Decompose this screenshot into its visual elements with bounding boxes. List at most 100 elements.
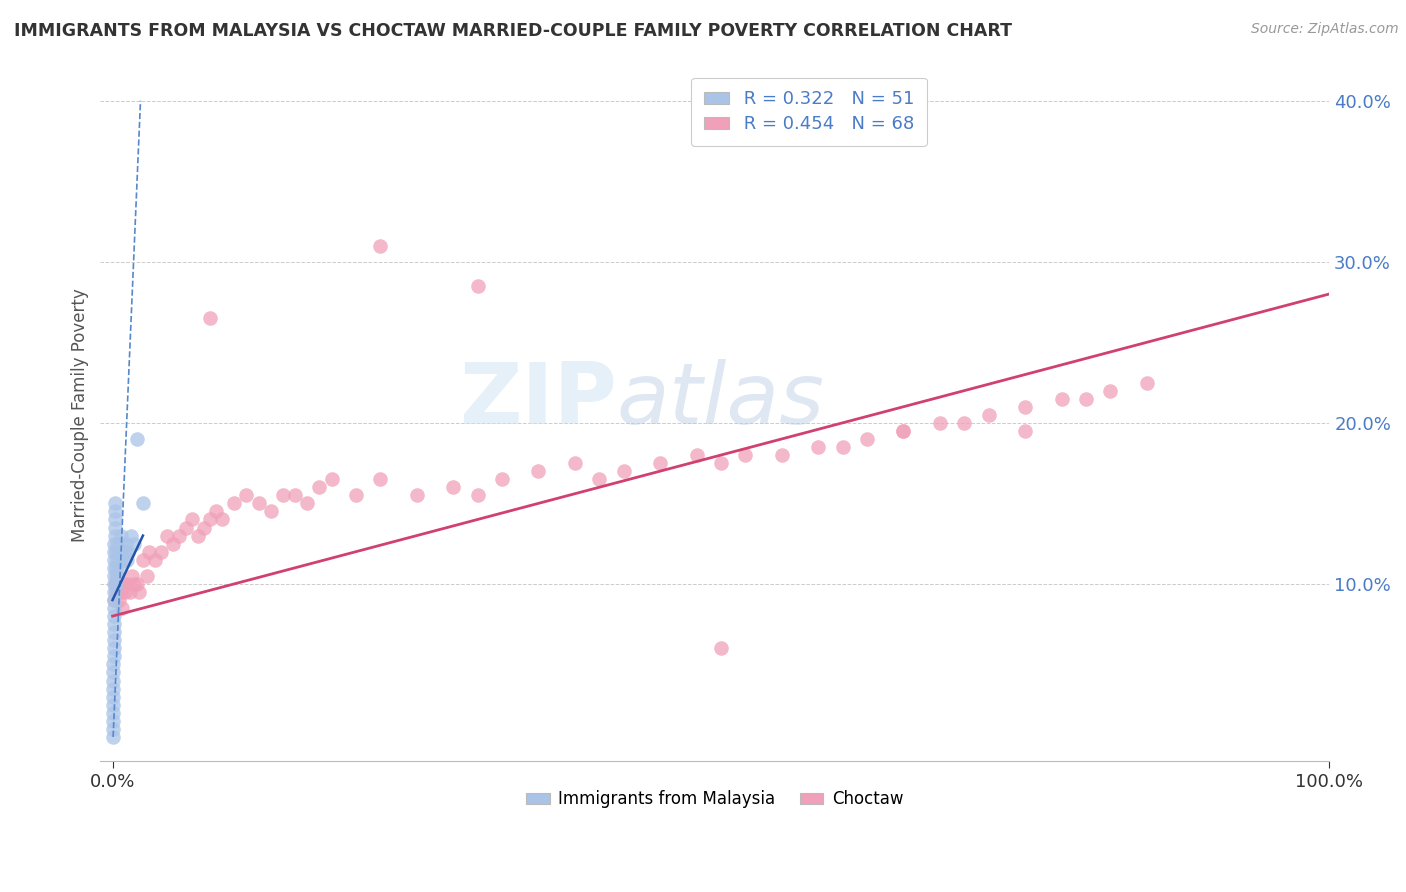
Point [162,536,184,550]
Point [114,544,136,558]
Point [132,553,155,567]
Point [115,536,138,550]
Point [101,690,124,704]
Point [260,504,283,518]
Point [977,408,1000,422]
Point [103,561,125,575]
Point [107,544,129,558]
Point [103,577,125,591]
Point [103,593,125,607]
Point [467,488,489,502]
Text: Source: ZipAtlas.com: Source: ZipAtlas.com [1251,22,1399,37]
Point [103,569,125,583]
Point [368,472,391,486]
Point [124,536,146,550]
Point [103,633,125,648]
Point [103,553,125,567]
Point [108,553,131,567]
Point [101,673,124,688]
Point [125,432,148,446]
Point [441,480,464,494]
Legend: Immigrants from Malaysia, Choctaw: Immigrants from Malaysia, Choctaw [520,784,910,815]
Point [105,569,128,583]
Point [770,448,793,462]
Point [124,577,146,591]
Point [807,440,830,454]
Point [101,706,124,720]
Point [1136,376,1159,390]
Text: IMMIGRANTS FROM MALAYSIA VS CHOCTAW MARRIED-COUPLE FAMILY POVERTY CORRELATION CH: IMMIGRANTS FROM MALAYSIA VS CHOCTAW MARR… [14,22,1012,40]
Point [101,665,124,680]
Point [344,488,367,502]
Point [1074,392,1097,406]
Point [104,520,127,534]
Point [1014,400,1036,414]
Point [105,553,128,567]
Point [103,625,125,640]
Point [105,585,128,599]
Point [101,681,124,696]
Point [1050,392,1073,406]
Point [187,528,209,542]
Point [321,472,343,486]
Point [103,585,125,599]
Point [101,722,124,736]
Point [101,730,124,744]
Point [1014,424,1036,438]
Point [150,544,173,558]
Point [121,569,143,583]
Point [295,496,318,510]
Point [107,561,129,575]
Point [125,577,148,591]
Point [198,311,221,326]
Point [111,601,134,615]
Point [117,544,139,558]
Point [105,577,128,591]
Point [103,609,125,624]
Point [108,577,131,591]
Point [308,480,330,494]
Point [893,424,915,438]
Point [110,585,132,599]
Point [115,553,138,567]
Point [105,569,128,583]
Point [104,528,127,542]
Point [112,577,135,591]
Point [467,279,489,293]
Point [405,488,427,502]
Point [205,504,228,518]
Point [103,593,125,607]
Point [271,488,294,502]
Point [103,649,125,664]
Point [120,528,142,542]
Point [128,585,150,599]
Point [105,536,128,550]
Point [928,416,950,430]
Point [180,512,202,526]
Point [893,424,915,438]
Point [108,536,131,550]
Point [103,536,125,550]
Point [111,544,134,558]
Point [284,488,307,502]
Point [211,512,233,526]
Point [710,641,733,656]
Point [105,561,128,575]
Point [527,464,550,478]
Point [107,593,129,607]
Point [114,585,136,599]
Point [103,641,125,656]
Point [235,488,257,502]
Text: atlas: atlas [616,359,824,442]
Point [564,456,586,470]
Point [169,528,191,542]
Point [104,577,127,591]
Point [856,432,879,446]
Point [224,496,246,510]
Text: ZIP: ZIP [458,359,616,442]
Point [104,512,127,526]
Point [156,528,179,542]
Point [685,448,707,462]
Point [104,496,127,510]
Point [710,456,733,470]
